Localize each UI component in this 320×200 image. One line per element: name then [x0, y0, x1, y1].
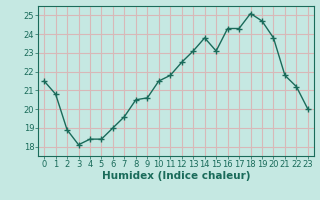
X-axis label: Humidex (Indice chaleur): Humidex (Indice chaleur) — [102, 171, 250, 181]
